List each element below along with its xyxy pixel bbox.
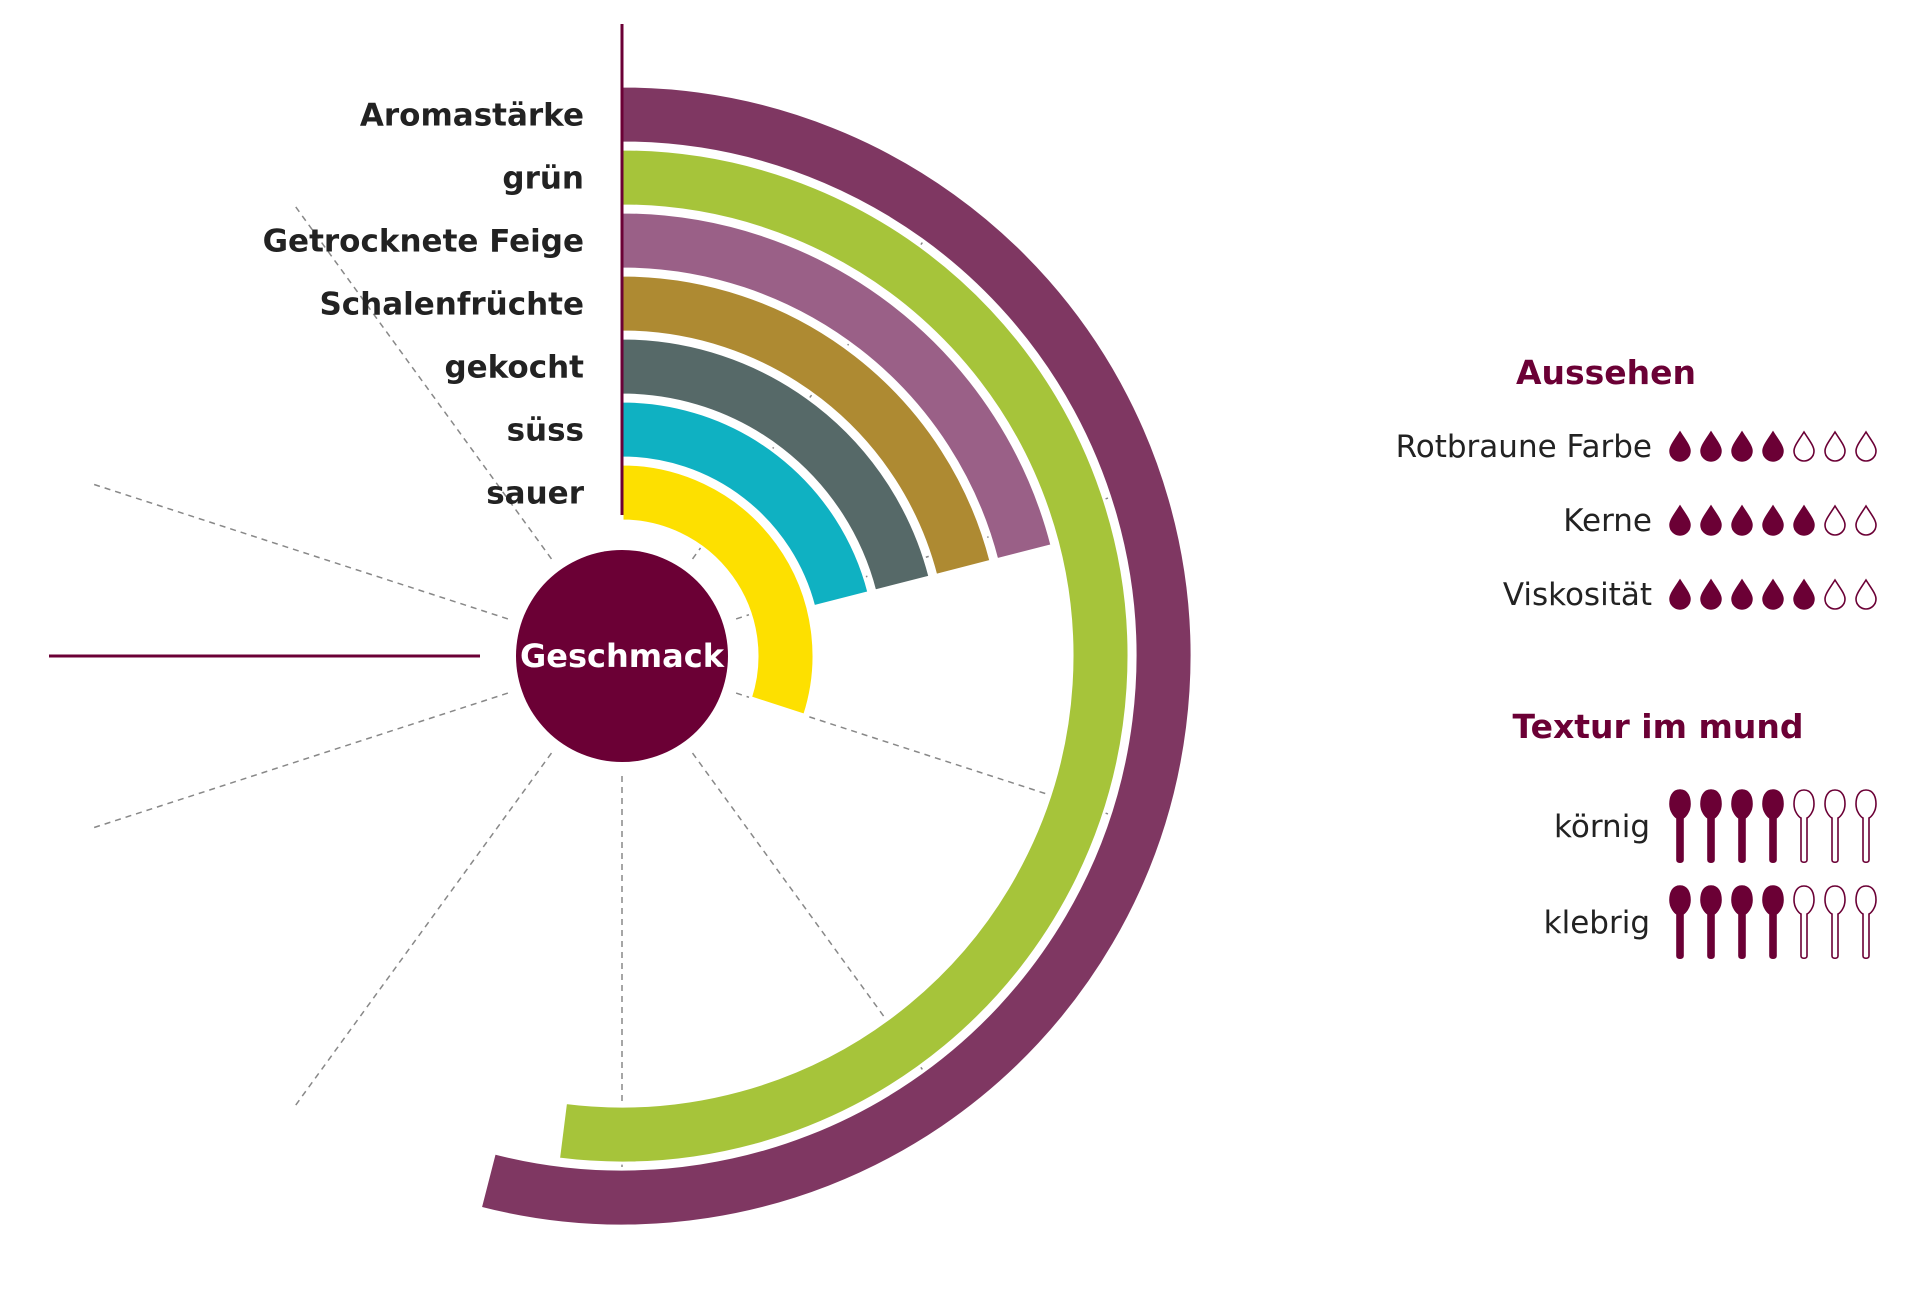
spoon-icon (1793, 789, 1815, 864)
drop-icon (1793, 578, 1815, 610)
guide-spoke (292, 202, 553, 560)
drop-icon (1700, 578, 1722, 610)
arc-4 (620, 273, 993, 578)
center-circle (516, 550, 728, 762)
arc-2 (556, 147, 1131, 1165)
flavor-label: Schalenfrüchte (319, 287, 584, 323)
guide-spoke (89, 482, 509, 620)
arc-6 (620, 399, 871, 609)
flavor-label: Getrocknete Feige (263, 224, 584, 260)
center-label: Geschmack (520, 637, 725, 675)
drop-icon (1762, 504, 1784, 536)
textur-rows: körnig klebrig (1544, 789, 1877, 960)
drop-icon (1731, 504, 1753, 536)
spoon-icon (1855, 885, 1877, 960)
attribute-label: Rotbraune Farbe (1396, 429, 1652, 465)
spoon-icon (1731, 885, 1753, 960)
drop-icon (1793, 430, 1815, 462)
attribute-label: Kerne (1563, 503, 1652, 539)
aussehen-title: Aussehen (1516, 353, 1696, 392)
drop-icon (1793, 504, 1815, 536)
drop-icon (1700, 430, 1722, 462)
guide-spoke (292, 752, 553, 1110)
drop-icon (1824, 578, 1846, 610)
spoon-icon (1669, 789, 1691, 864)
arc-7 (620, 462, 816, 718)
flavor-label: grün (502, 161, 584, 197)
attribute-label: Viskosität (1503, 577, 1652, 613)
drop-icon (1700, 504, 1722, 536)
spoon-icon (1793, 885, 1815, 960)
spoon-icon (1762, 789, 1784, 864)
drop-icon (1762, 430, 1784, 462)
spoon-icon (1762, 885, 1784, 960)
spoon-icon (1669, 885, 1691, 960)
drop-icon (1669, 578, 1691, 610)
drop-icon (1824, 504, 1846, 536)
spoon-icon (1700, 789, 1722, 864)
flavor-label: süss (507, 413, 584, 449)
drop-icon (1762, 578, 1784, 610)
drop-icon (1669, 504, 1691, 536)
attribute-label: körnig (1554, 809, 1650, 845)
aussehen-rows: Rotbraune Farbe Kerne Viskosität (1396, 429, 1877, 613)
drop-icon (1855, 430, 1877, 462)
spoon-icon (1824, 789, 1846, 864)
drop-icon (1855, 578, 1877, 610)
spoon-icon (1824, 885, 1846, 960)
spoon-icon (1700, 885, 1722, 960)
drop-icon (1855, 504, 1877, 536)
drop-icon (1824, 430, 1846, 462)
drop-icon (1731, 578, 1753, 610)
flavor-labels: Aromastärke grün Getrocknete Feige Schalenf… (263, 98, 585, 512)
flavor-arcs (478, 84, 1194, 1228)
guide-spoke (89, 692, 509, 830)
spoon-icon (1731, 789, 1753, 864)
flavor-label: gekocht (444, 350, 584, 386)
drop-icon (1669, 430, 1691, 462)
spoon-icon (1855, 789, 1877, 864)
arc-1 (478, 84, 1194, 1228)
drop-icon (1731, 430, 1753, 462)
arc-5 (620, 336, 932, 593)
arc-3 (620, 210, 1054, 562)
textur-title: Textur im mund (1512, 707, 1803, 746)
attribute-label: klebrig (1544, 905, 1650, 941)
flavor-label: sauer (486, 476, 584, 512)
flavor-label: Aromastärke (360, 98, 584, 134)
